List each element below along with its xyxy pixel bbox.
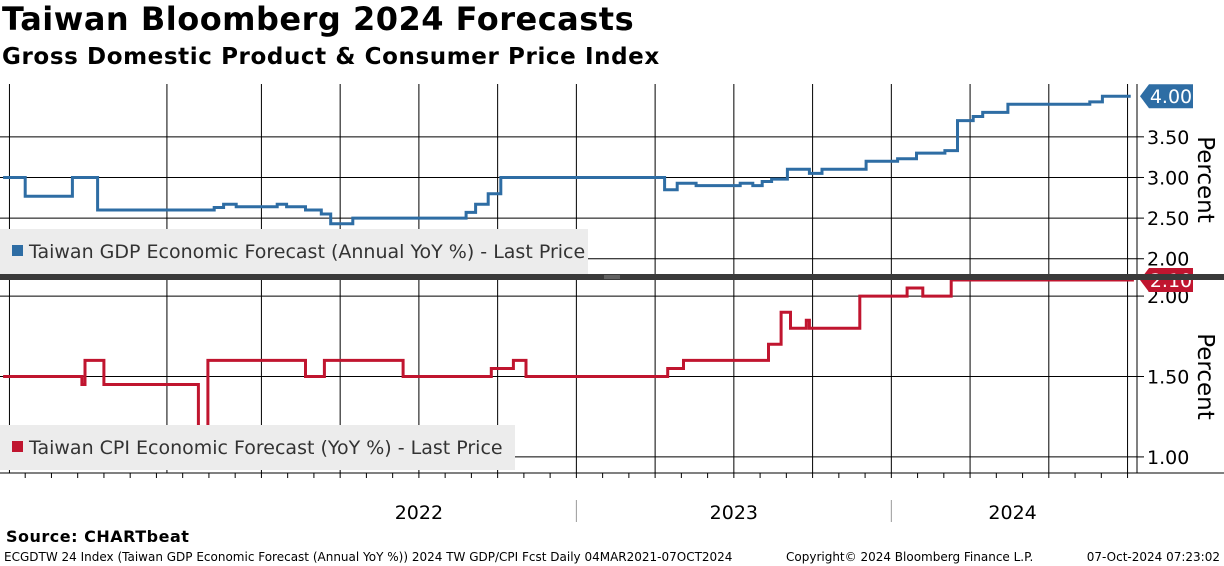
last-value-tag-label: 2.10: [1150, 270, 1192, 292]
last-value-tag-label: 4.00: [1150, 86, 1192, 108]
legend-label: Taiwan GDP Economic Forecast (Annual YoY…: [28, 241, 585, 263]
y-tick-label: 3.50: [1147, 127, 1189, 149]
legends: Taiwan GDP Economic Forecast (Annual YoY…: [0, 229, 588, 470]
last-value-tag: 4.00: [1140, 84, 1193, 109]
axes: 2.002.503.003.50 Percent4.001.001.502.00P…: [0, 84, 1224, 524]
x-tick-label: 2024: [988, 502, 1036, 524]
x-tick-label: 2022: [395, 502, 443, 524]
gdp-line: [3, 94, 1131, 226]
legend-label: Taiwan CPI Economic Forecast (YoY %) - L…: [28, 437, 503, 459]
legend-bg: [0, 425, 515, 470]
footer-ticker-info: ECGDTW 24 Index (Taiwan GDP Economic For…: [4, 550, 733, 564]
plot-lines: [3, 94, 1134, 435]
y-tick-label: 1.00: [1147, 447, 1189, 469]
footer-copyright: Copyright© 2024 Bloomberg Finance L.P.: [786, 550, 1034, 564]
legend-gdp: Taiwan GDP Economic Forecast (Annual YoY…: [0, 229, 588, 274]
y-tick-label: 2.00: [1147, 249, 1189, 271]
cpi-line: [3, 278, 1134, 435]
panel-divider: [0, 274, 1224, 280]
x-tick-label: 2023: [710, 502, 758, 524]
y-tick-label: 1.50: [1147, 367, 1189, 389]
y-axis-label: Percent: [1192, 333, 1218, 420]
source-note: Source: CHARTbeat: [6, 527, 190, 546]
last-value-tag-bg: [1140, 84, 1193, 109]
legend-cpi: Taiwan CPI Economic Forecast (YoY %) - L…: [0, 425, 515, 470]
legend-swatch: [12, 245, 23, 256]
legend-bg: [0, 229, 588, 274]
chart-title: Taiwan Bloomberg 2024 Forecasts: [2, 0, 635, 38]
footer-timestamp: 07-Oct-2024 07:23:02: [1086, 550, 1220, 564]
y-tick-label: 2.50: [1147, 208, 1189, 230]
chart-subtitle: Gross Domestic Product & Consumer Price …: [2, 44, 660, 70]
legend-swatch: [12, 441, 23, 452]
y-axis-label: Percent: [1192, 136, 1218, 223]
y-tick-label: 3.00: [1147, 167, 1189, 189]
